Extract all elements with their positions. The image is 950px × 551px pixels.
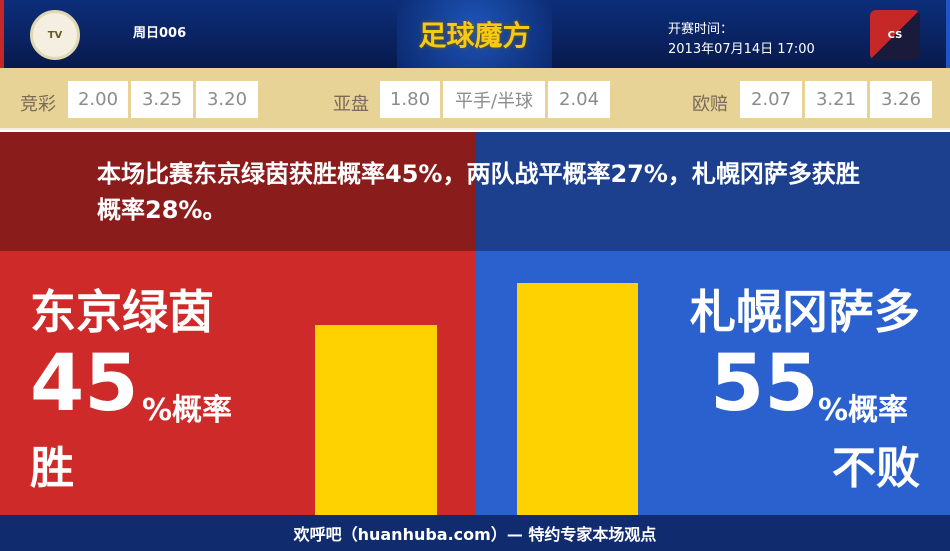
summary-band-left <box>0 132 476 251</box>
start-time: 2013年07月14日 17:00 <box>668 42 815 57</box>
jingcai-odd: 3.20 <box>196 81 258 118</box>
away-probability-bar <box>517 283 638 515</box>
jingcai-odd: 3.25 <box>131 81 193 118</box>
brand-logo: 足球魔方 <box>397 0 552 68</box>
away-result: 不败 <box>832 443 920 494</box>
jingcai-odd: 2.00 <box>68 81 128 118</box>
yapan-odd: 2.04 <box>548 81 610 118</box>
oupei-label: 欧赔 <box>692 94 728 115</box>
summary-band-right <box>476 132 950 251</box>
home-percent-suffix: %概率 <box>142 393 233 428</box>
yapan-odd: 1.80 <box>380 81 440 118</box>
home-team-logo: TV <box>30 10 80 60</box>
away-percent-suffix: %概率 <box>818 393 909 428</box>
oupei-odd: 3.26 <box>870 81 932 118</box>
yapan-label: 亚盘 <box>333 94 369 115</box>
home-team-name: 东京绿茵 <box>30 285 214 339</box>
footer: 欢呼吧（huanhuba.com）— 特约专家本场观点 <box>0 515 950 551</box>
jingcai-label: 竞彩 <box>20 94 56 115</box>
start-time-label: 开赛时间： <box>668 22 734 37</box>
oupei-odd: 2.07 <box>740 81 802 118</box>
away-team-name: 札幌冈萨多 <box>690 285 920 339</box>
match-number: 周日006 <box>133 26 187 41</box>
oupei-odd: 3.21 <box>805 81 867 118</box>
home-percent: 45 <box>30 339 139 429</box>
home-probability-bar <box>315 325 437 515</box>
yapan-handicap: 平手/半球 <box>443 81 545 118</box>
away-percent: 55 <box>710 339 819 429</box>
summary-text: 本场比赛东京绿茵获胜概率45%，两队战平概率27%，札幌冈萨多获胜概率28%。 <box>97 160 860 224</box>
home-result: 胜 <box>30 443 74 494</box>
away-team-logo: CS <box>870 10 920 60</box>
